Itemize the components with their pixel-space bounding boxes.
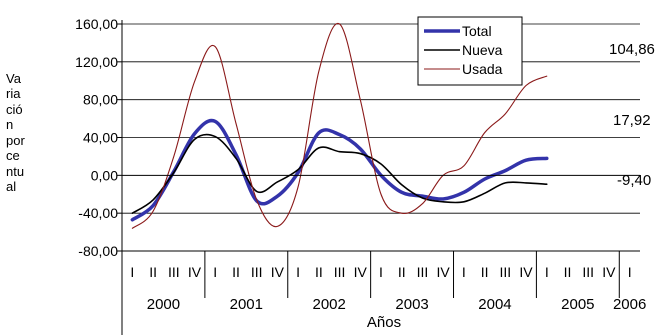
legend: Total Nueva Usada (417, 16, 523, 86)
y-tick-label: 80,00 (83, 92, 118, 108)
y-axis-title-line: ce (6, 148, 20, 163)
y-axis-title-line: ria (6, 86, 21, 101)
y-tick-label: -40,00 (78, 205, 118, 221)
y-axis-title-line: n (6, 117, 14, 132)
end-label-total: 17,92 (613, 112, 651, 129)
quarter-label: IV (519, 264, 533, 280)
quarter-label: IV (602, 264, 616, 280)
quarter-label: II (398, 264, 406, 280)
year-label: 2002 (313, 296, 346, 313)
quarter-label: II (149, 264, 157, 280)
series-line-usada (131, 23, 548, 229)
quarter-label: I (545, 264, 549, 280)
quarter-label: III (417, 264, 429, 280)
end-label-usada: 104,86 (609, 41, 655, 58)
quarter-label: I (213, 264, 217, 280)
year-label: 2000 (147, 296, 180, 313)
quarter-label: IV (271, 264, 285, 280)
quarter-label: III (499, 264, 511, 280)
y-axis-title-line: ntu (6, 164, 25, 179)
legend-box (417, 16, 523, 86)
series-line-total (130, 118, 549, 222)
quarter-label: II (481, 264, 489, 280)
legend-label-nueva: Nueva (462, 42, 503, 58)
quarter-label: IV (354, 264, 368, 280)
y-tick-label: 0,00 (91, 167, 118, 183)
year-label: 2006 (613, 296, 646, 313)
series-line-nueva (131, 133, 548, 214)
y-tick-label: 40,00 (83, 130, 118, 146)
year-label: 2005 (561, 296, 594, 313)
year-label: 2004 (478, 296, 511, 313)
end-label-nueva: -9,40 (617, 172, 651, 189)
quarter-label: III (168, 264, 180, 280)
quarter-label: IV (188, 264, 202, 280)
quarter-label: II (564, 264, 572, 280)
y-tick-labels: -80,00 -40,00 0,00 40,00 80,00 120,00 160,00 (75, 16, 118, 259)
quarter-label: I (296, 264, 300, 280)
year-label: 2001 (230, 296, 263, 313)
quarter-label: II (232, 264, 240, 280)
quarter-label: I (130, 264, 134, 280)
year-label: 2003 (395, 296, 428, 313)
y-axis-title-line: Va (6, 71, 21, 86)
y-tick-label: 160,00 (75, 16, 118, 32)
x-category-table: I II III IV I II III IV I II III IV I II III IV I II III IV… (130, 251, 646, 313)
x-axis-title: Años (367, 314, 401, 331)
quarter-label: I (379, 264, 383, 280)
quarter-label: II (315, 264, 323, 280)
quarter-label: I (628, 264, 632, 280)
quarter-label: IV (437, 264, 451, 280)
y-gridlines (122, 23, 640, 214)
quarter-label: III (251, 264, 263, 280)
quarter-label: I (462, 264, 466, 280)
y-axis-title-line: ció (6, 102, 23, 117)
legend-label-usada: Usada (462, 61, 503, 77)
y-tick-label: -80,00 (78, 243, 118, 259)
y-axis-title-line: por (6, 133, 25, 148)
series-lines (130, 23, 549, 229)
quarter-label: III (582, 264, 594, 280)
quarter-label: III (334, 264, 346, 280)
y-axis-title-line: al (6, 179, 17, 194)
y-tick-label: 120,00 (75, 54, 118, 70)
axes (117, 20, 640, 335)
legend-label-total: Total (462, 23, 492, 39)
